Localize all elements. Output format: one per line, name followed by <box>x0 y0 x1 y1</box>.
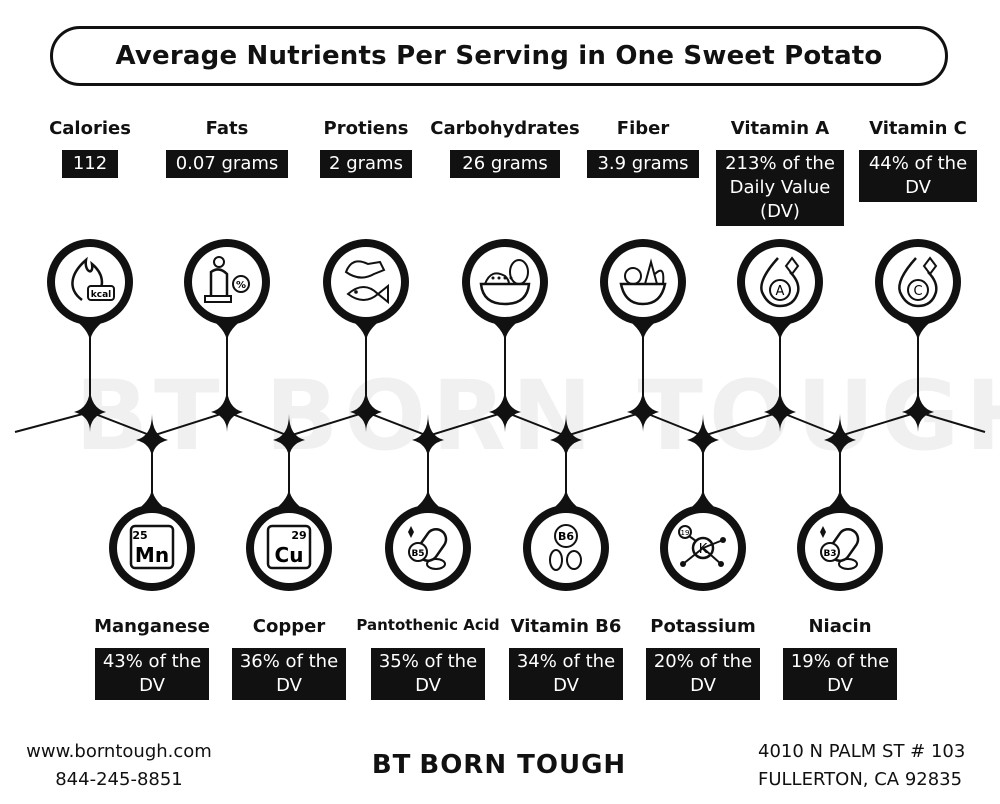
top-junction-4 <box>489 386 521 432</box>
vitamin-a-drop-icon: A <box>760 256 800 308</box>
nutrient-value: 44% of the DV <box>859 150 977 202</box>
address-line-1: 4010 N PALM ST # 103 <box>758 741 966 762</box>
bottom-junction-3 <box>412 414 444 460</box>
svg-text:B3: B3 <box>823 549 836 559</box>
nutrient-value: 35% of the DV <box>371 648 485 700</box>
svg-text:25: 25 <box>132 529 147 542</box>
nutrient-value: 43% of the DV <box>95 648 209 700</box>
nutrient-label: Copper <box>252 616 326 637</box>
vitamin-c-drop-icon: C <box>898 256 938 308</box>
svg-text:B6: B6 <box>558 530 574 543</box>
bottom-junction-2 <box>273 414 305 460</box>
nutrient-value: 20% of the DV <box>646 648 760 700</box>
svg-text:Cu: Cu <box>275 543 304 567</box>
flame-kcal-icon: kcal <box>71 256 115 301</box>
logo-text: BORN TOUGH <box>419 750 627 780</box>
bottom-node-4: B6 <box>523 436 609 591</box>
svg-text:29: 29 <box>291 529 306 542</box>
svg-text:%: % <box>236 280 246 291</box>
nutrient-label: Carbohydrates <box>430 118 580 139</box>
nutrient-label: Manganese <box>94 616 210 637</box>
bottom-node-6: B3 <box>797 436 883 591</box>
nutrient-label: Fiber <box>616 118 670 139</box>
top-node-6: A <box>737 239 823 412</box>
nutrient-value: 0.07 grams <box>166 150 288 178</box>
svg-text:B5: B5 <box>411 549 424 559</box>
bottom-junction-1 <box>136 414 168 460</box>
bottom-node-3: B5 <box>385 436 471 591</box>
nutrient-value: 26 grams <box>450 150 560 178</box>
brand-logo: BT BORN TOUGH <box>364 750 634 780</box>
top-node-2: % <box>184 239 270 412</box>
nutrient-label: Calories <box>49 118 131 139</box>
svg-text:kcal: kcal <box>91 290 111 300</box>
address-line-2: FULLERTON, CA 92835 <box>758 769 963 790</box>
top-junction-6 <box>764 386 796 432</box>
nutrient-value: 3.9 grams <box>587 150 699 178</box>
top-node-3 <box>323 239 409 412</box>
scale-percent-icon: % <box>204 256 250 303</box>
svg-text:Mn: Mn <box>135 543 169 567</box>
pills-b3-icon: B3 <box>820 526 860 570</box>
nutrient-value: 34% of the DV <box>509 648 623 700</box>
bottom-node-5: K19 <box>660 436 746 591</box>
bread-bowl-icon <box>479 259 531 306</box>
top-node-7: C <box>875 239 961 412</box>
website-link[interactable]: www.borntough.com <box>26 741 212 762</box>
bottom-junction-5 <box>687 414 719 460</box>
svg-text:C: C <box>913 284 922 299</box>
contact-info: www.borntough.com 844-245-8851 <box>14 738 224 794</box>
top-junction-2 <box>211 386 243 432</box>
potassium-molecule-icon: K19 <box>678 525 726 567</box>
top-node-5 <box>600 239 686 412</box>
nutrient-label: Niacin <box>808 616 872 637</box>
page-title: Average Nutrients Per Serving in One Swe… <box>50 26 948 86</box>
address: 4010 N PALM ST # 103 FULLERTON, CA 92835 <box>758 738 986 794</box>
phone-number: 844-245-8851 <box>55 769 183 790</box>
top-junction-5 <box>627 386 659 432</box>
nutrient-value: 213% of the Daily Value (DV) <box>716 150 844 226</box>
nutrient-label: Fats <box>205 118 249 139</box>
top-node-4 <box>462 239 548 412</box>
nutrient-value: 36% of the DV <box>232 648 346 700</box>
nutrient-label: Protiens <box>323 118 409 139</box>
bottom-junction-4 <box>550 414 582 460</box>
chicken-fish-icon <box>344 260 389 305</box>
top-junction-3 <box>350 386 382 432</box>
top-junction-7 <box>902 386 934 432</box>
svg-text:19: 19 <box>681 529 690 537</box>
nutrient-value: 2 grams <box>320 150 412 178</box>
vegetable-bowl-icon <box>619 258 667 306</box>
svg-text:A: A <box>776 284 785 299</box>
nutrient-label: Vitamin A <box>730 118 830 139</box>
nutrient-label: Pantothenic Acid <box>356 616 500 634</box>
pills-b5-icon: B5 <box>408 526 448 570</box>
logo-mark: BT <box>371 750 412 780</box>
nutrient-label: Vitamin B6 <box>510 616 622 637</box>
vitamin-b6-icon: B6 <box>549 524 582 571</box>
top-junction-1 <box>74 386 106 432</box>
nutrient-label: Potassium <box>650 616 756 637</box>
nutrient-value: 19% of the DV <box>783 648 897 700</box>
bottom-junction-6 <box>824 414 856 460</box>
nutrient-value: 112 <box>62 150 118 178</box>
top-node-1: kcal <box>47 239 133 412</box>
nutrient-label: Vitamin C <box>869 118 967 139</box>
